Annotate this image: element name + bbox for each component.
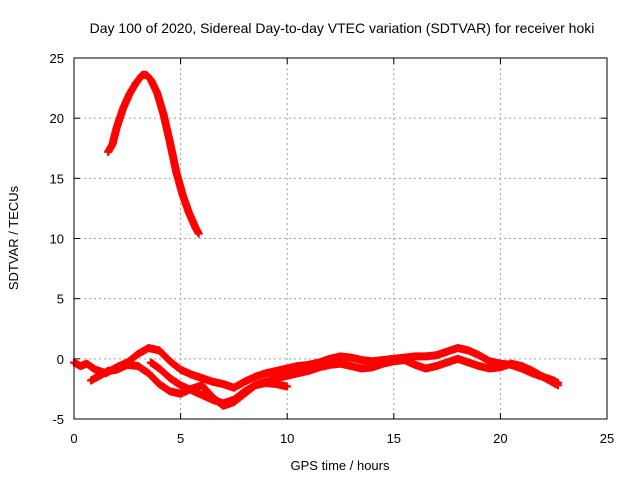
tick-labels: 0 5 10 15 20 25 -5 0 5 10 15 20 25 [50,51,615,446]
data-point-trail [145,370,163,388]
x-axis-label: GPS time / hours [291,458,390,473]
data-point-trail [143,72,154,83]
y-tick-label: 25 [50,51,64,66]
data-point-trail [172,169,187,198]
y-tick-label: 15 [50,171,64,186]
data-point-trail [551,379,561,389]
data-point-trail [185,210,199,231]
data-point-trail [166,139,181,175]
x-tick-label: 15 [387,431,401,446]
y-tick-label: 0 [57,352,64,367]
y-tick-label: 10 [50,232,64,247]
x-tick-label: 10 [280,431,294,446]
x-tick-label: 5 [177,431,184,446]
x-tick-label: 0 [70,431,77,446]
x-tick-label: 20 [493,431,507,446]
data-point [194,229,203,238]
y-tick-label: -5 [52,412,64,427]
y-axis-label: SDTVAR / TECUs [6,185,21,290]
data-point-trail [153,90,168,118]
plot-frame [73,57,608,420]
data-point-trail [159,112,174,145]
data-point-trail [119,91,133,112]
data-point [553,381,562,390]
series-lower-track-c [146,358,292,408]
series-high-arc [104,70,203,238]
data-point-trail [156,347,173,365]
data-point [283,382,292,391]
y-tick-label: 5 [57,292,64,307]
data-points [70,70,562,410]
chart-title: Day 100 of 2020, Sidereal Day-to-day VTE… [90,20,595,36]
y-tick-label: 20 [50,111,64,126]
x-tick-label: 25 [600,431,614,446]
